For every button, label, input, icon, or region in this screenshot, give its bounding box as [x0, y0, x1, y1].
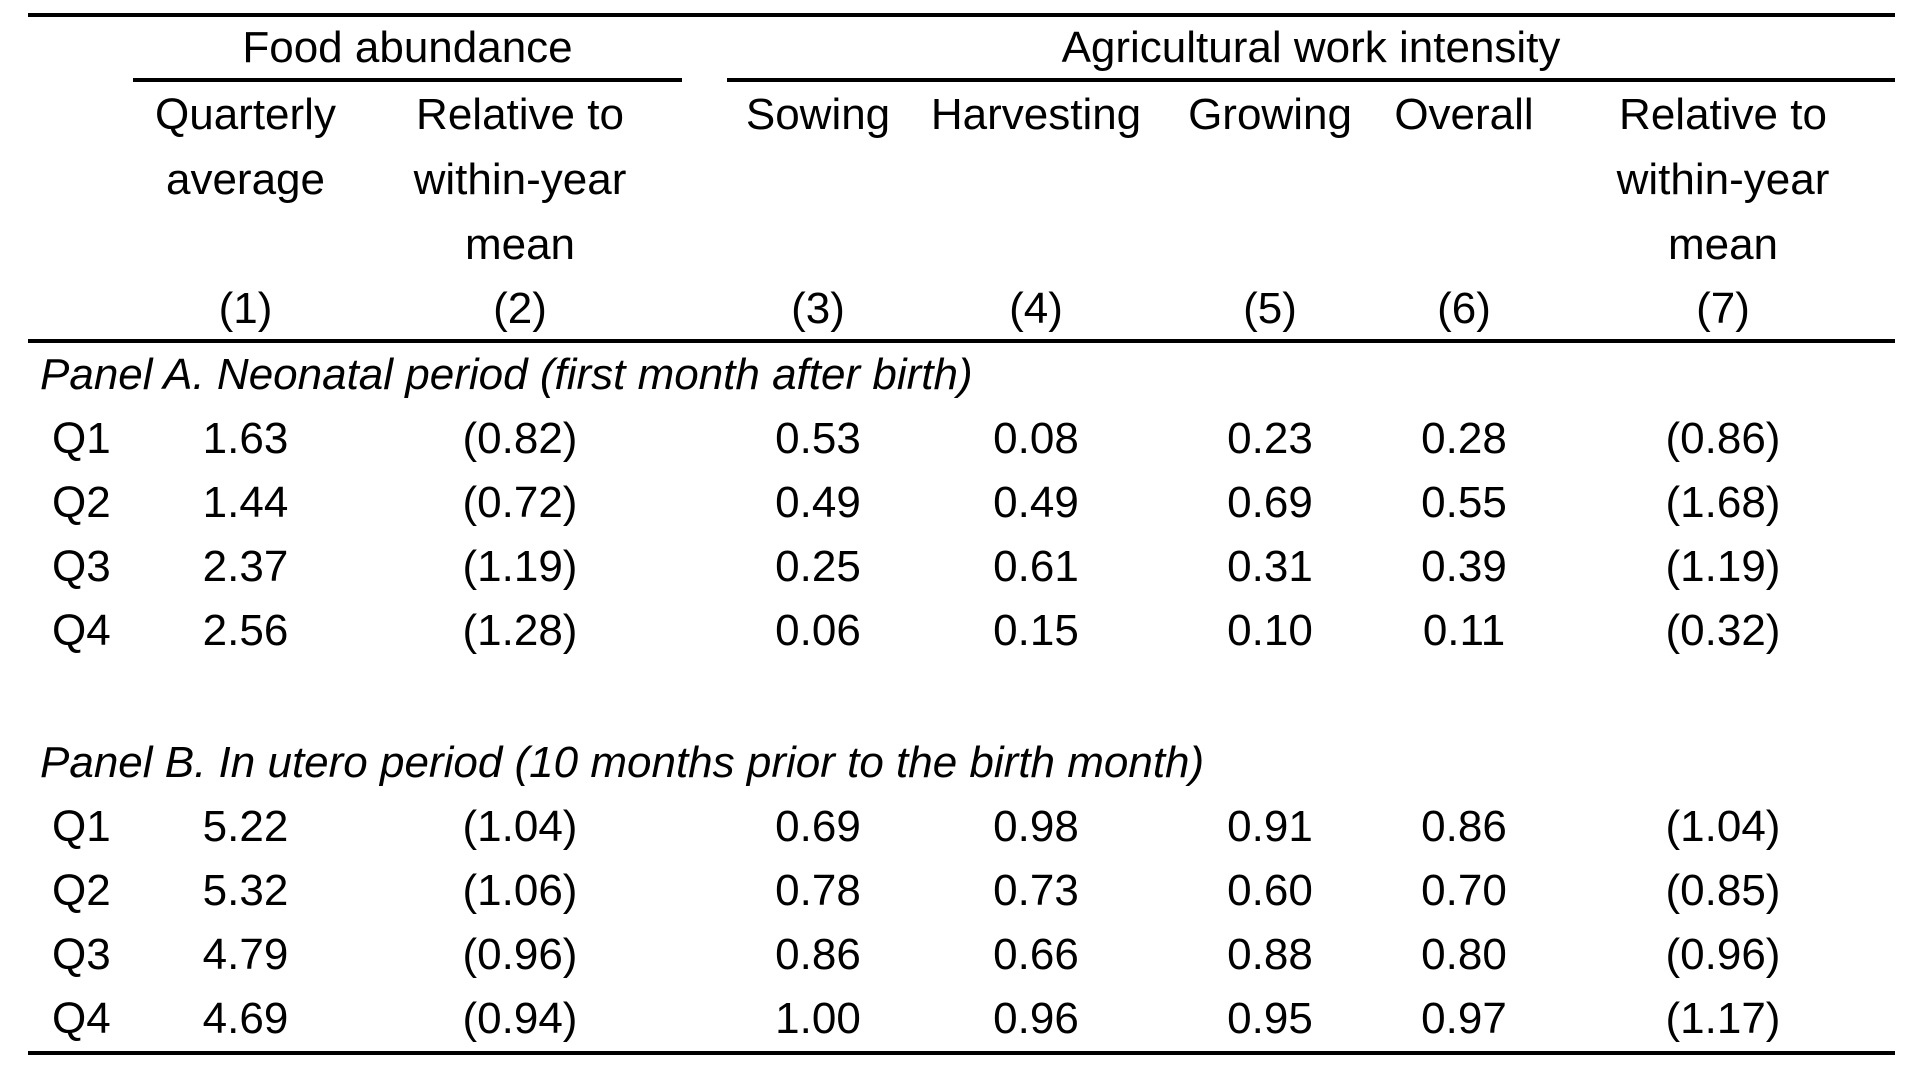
- data-cell: 0.23: [1227, 414, 1313, 463]
- data-cell: 0.49: [775, 478, 861, 527]
- group-header-agricultural-work-intensity: Agricultural work intensity: [727, 17, 1895, 82]
- data-cell: 0.31: [1227, 542, 1313, 591]
- data-cell: (1.19): [1665, 542, 1781, 591]
- data-cell: 0.25: [775, 542, 861, 591]
- group-header-row: Food abundance Agricultural work intensi…: [28, 17, 1895, 82]
- row-label: Q1: [52, 414, 111, 463]
- table-row-a-q4: Q4 2.56 (1.28) 0.06 0.15 0.10 0.11 (0.32…: [28, 599, 1895, 663]
- data-cell: (0.96): [1665, 930, 1781, 979]
- table-row-a-q1: Q1 1.63 (0.82) 0.53 0.08 0.23 0.28 (0.86…: [28, 407, 1895, 471]
- data-cell: 0.55: [1421, 478, 1507, 527]
- row-label: Q1: [52, 802, 111, 851]
- data-cell: 0.73: [993, 866, 1079, 915]
- column-header-harvesting: Harvesting: [930, 90, 1142, 139]
- column-header-row: Quarterly average Relative to within-yea…: [28, 82, 1895, 278]
- data-cell: 0.53: [775, 414, 861, 463]
- data-cell: 0.96: [993, 994, 1079, 1043]
- data-cell: 0.06: [775, 606, 861, 655]
- table-row-a-q2: Q2 1.44 (0.72) 0.49 0.49 0.69 0.55 (1.68…: [28, 471, 1895, 535]
- row-label: Q3: [52, 930, 111, 979]
- data-cell: (1.04): [462, 802, 578, 851]
- data-cell: 4.69: [202, 994, 289, 1043]
- data-cell: 0.11: [1422, 606, 1506, 655]
- row-label: Q2: [52, 478, 111, 527]
- data-cell: 0.86: [775, 930, 861, 979]
- data-cell: (1.06): [462, 866, 578, 915]
- column-number-7: (7): [1696, 284, 1750, 333]
- data-cell: (1.28): [462, 606, 578, 655]
- data-cell: (0.94): [462, 994, 578, 1043]
- data-cell: 0.80: [1421, 930, 1507, 979]
- data-cell: 0.49: [993, 478, 1079, 527]
- panel-separator: [28, 663, 1895, 731]
- column-header-overall: Overall: [1394, 90, 1534, 139]
- data-cell: 0.86: [1421, 802, 1507, 851]
- data-cell: (1.04): [1665, 802, 1781, 851]
- data-cell: 0.88: [1227, 930, 1313, 979]
- row-label: Q4: [52, 606, 111, 655]
- data-cell: 0.08: [993, 414, 1079, 463]
- row-label: Q3: [52, 542, 111, 591]
- data-cell: 2.37: [202, 542, 289, 591]
- data-cell: 0.61: [993, 542, 1079, 591]
- column-number-6: (6): [1437, 284, 1491, 333]
- column-header-growing: Growing: [1188, 90, 1352, 139]
- data-cell: 2.56: [202, 606, 289, 655]
- table-row-b-q1: Q1 5.22 (1.04) 0.69 0.98 0.91 0.86 (1.04…: [28, 795, 1895, 859]
- data-cell: (1.17): [1665, 994, 1781, 1043]
- data-cell: 5.22: [202, 802, 289, 851]
- data-cell: 0.10: [1227, 606, 1313, 655]
- row-label: Q4: [52, 994, 111, 1043]
- data-cell: 0.98: [993, 802, 1079, 851]
- data-cell: 0.91: [1227, 802, 1313, 851]
- column-number-3: (3): [791, 284, 845, 333]
- statistics-table: Food abundance Agricultural work intensi…: [28, 13, 1895, 1055]
- data-cell: (0.32): [1665, 606, 1781, 655]
- column-header-quarterly-average: Quarterly average: [155, 90, 336, 204]
- data-cell: 0.15: [993, 606, 1079, 655]
- column-number-5: (5): [1243, 284, 1297, 333]
- data-cell: 1.44: [202, 478, 289, 527]
- data-cell: (1.19): [462, 542, 578, 591]
- group-header-food-abundance: Food abundance: [133, 17, 682, 82]
- data-cell: (0.85): [1665, 866, 1781, 915]
- data-cell: 4.79: [202, 930, 289, 979]
- panel-a-title: Panel A. Neonatal period (first month af…: [40, 350, 973, 399]
- column-number-1: (1): [218, 284, 273, 333]
- data-cell: 0.39: [1421, 542, 1507, 591]
- data-cell: 0.69: [1227, 478, 1313, 527]
- data-cell: 5.32: [202, 866, 289, 915]
- row-label: Q2: [52, 866, 111, 915]
- column-header-relative-to-within-year-mean-2: Relative to within-year mean: [1616, 90, 1830, 269]
- data-cell: (0.96): [462, 930, 578, 979]
- data-cell: 0.70: [1421, 866, 1507, 915]
- column-number-2: (2): [493, 284, 547, 333]
- table-row-a-q3: Q3 2.37 (1.19) 0.25 0.61 0.31 0.39 (1.19…: [28, 535, 1895, 599]
- column-header-relative-to-within-year-mean: Relative to within-year mean: [413, 90, 627, 269]
- data-cell: 0.97: [1421, 994, 1507, 1043]
- data-cell: (0.82): [462, 414, 578, 463]
- table-row-b-q3: Q3 4.79 (0.96) 0.86 0.66 0.88 0.80 (0.96…: [28, 923, 1895, 987]
- column-number-4: (4): [1009, 284, 1063, 333]
- data-cell: 0.78: [775, 866, 861, 915]
- data-cell: (0.72): [462, 478, 578, 527]
- data-cell: 1.63: [202, 414, 289, 463]
- data-cell: 0.60: [1227, 866, 1313, 915]
- data-cell: (0.86): [1665, 414, 1781, 463]
- data-cell: 0.66: [993, 930, 1079, 979]
- data-cell: 0.69: [775, 802, 861, 851]
- table-row-b-q2: Q2 5.32 (1.06) 0.78 0.73 0.60 0.70 (0.85…: [28, 859, 1895, 923]
- panel-b-title: Panel B. In utero period (10 months prio…: [40, 738, 1205, 787]
- data-cell: 1.00: [775, 994, 861, 1043]
- column-header-sowing: Sowing: [745, 90, 891, 139]
- data-cell: 0.95: [1227, 994, 1313, 1043]
- data-cell: (1.68): [1665, 478, 1781, 527]
- column-number-row: (1) (2) (3) (4) (5) (6) (7): [28, 278, 1895, 343]
- table-row-b-q4: Q4 4.69 (0.94) 1.00 0.96 0.95 0.97 (1.17…: [28, 987, 1895, 1051]
- data-cell: 0.28: [1421, 414, 1507, 463]
